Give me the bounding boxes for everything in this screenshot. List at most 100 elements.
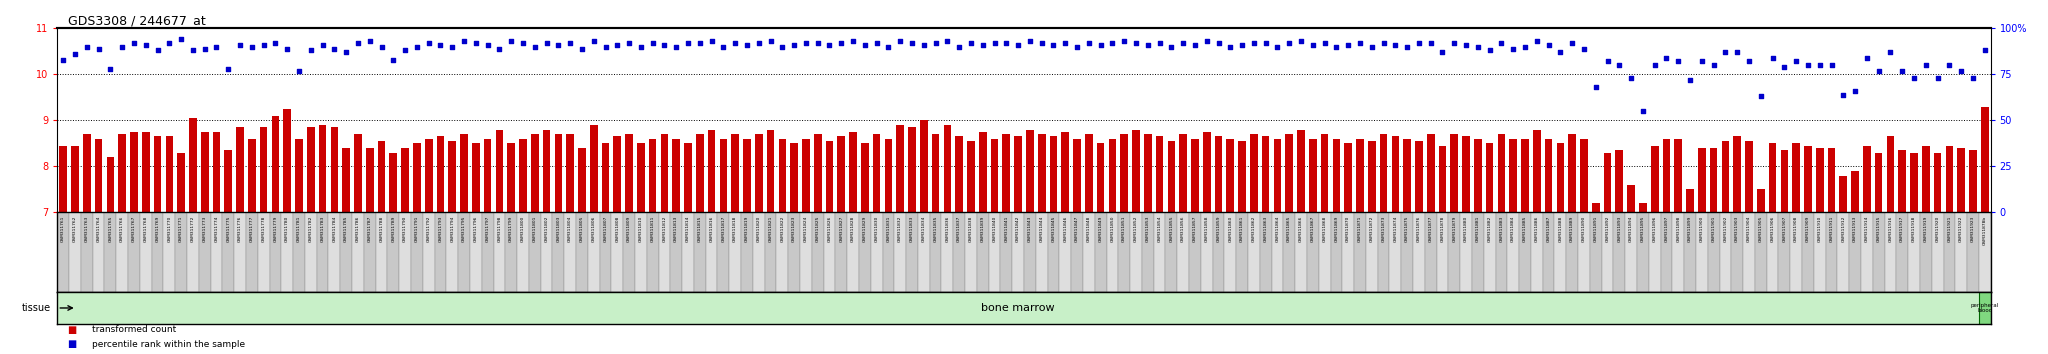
Bar — [1024, 212, 1036, 292]
Bar — [811, 212, 823, 292]
Bar — [1534, 130, 1540, 212]
Text: GSM311773: GSM311773 — [203, 216, 207, 242]
Text: GSM311765: GSM311765 — [109, 216, 113, 242]
Point — [895, 40, 928, 46]
Point — [1343, 40, 1376, 46]
Bar — [743, 139, 752, 212]
Point — [129, 42, 162, 48]
Bar — [1520, 212, 1532, 292]
Point — [1520, 38, 1552, 44]
Point — [1202, 40, 1235, 46]
Bar — [907, 127, 915, 212]
Text: GSM311884: GSM311884 — [1511, 216, 1516, 242]
Bar — [1436, 212, 1448, 292]
Text: GSM311903: GSM311903 — [1735, 216, 1739, 242]
Text: GSM311902: GSM311902 — [1724, 216, 1726, 242]
Point — [1862, 68, 1894, 74]
Bar — [1389, 212, 1401, 292]
Text: GSM311831: GSM311831 — [887, 216, 891, 242]
Text: GSM311857: GSM311857 — [1192, 216, 1196, 242]
Text: GSM311864: GSM311864 — [1276, 216, 1280, 242]
Point — [330, 50, 362, 55]
Bar — [1544, 139, 1552, 212]
Point — [989, 40, 1022, 46]
Bar — [578, 148, 586, 212]
Bar — [412, 212, 422, 292]
Point — [1178, 42, 1210, 48]
Bar — [281, 212, 293, 292]
Text: GSM311852: GSM311852 — [1135, 216, 1139, 242]
Point — [1898, 75, 1931, 81]
Point — [741, 40, 774, 46]
Point — [1155, 44, 1188, 50]
Bar — [1450, 134, 1458, 212]
Text: GSM311790: GSM311790 — [403, 216, 408, 242]
Text: GSM311846: GSM311846 — [1063, 216, 1067, 242]
Bar — [1591, 203, 1599, 212]
Text: GSM311860: GSM311860 — [1229, 216, 1233, 242]
Text: GSM311834: GSM311834 — [922, 216, 926, 242]
Bar — [211, 212, 223, 292]
Text: GSM311782: GSM311782 — [309, 216, 313, 242]
Bar — [1802, 212, 1815, 292]
Bar — [352, 212, 365, 292]
Point — [1886, 68, 1919, 74]
Bar — [1143, 212, 1153, 292]
Bar — [375, 212, 387, 292]
Point — [1450, 42, 1483, 48]
Point — [295, 47, 328, 53]
Point — [518, 44, 551, 50]
Text: GSM311841: GSM311841 — [1004, 216, 1008, 242]
Bar — [1733, 137, 1741, 212]
Bar — [1554, 212, 1567, 292]
Point — [1757, 55, 1790, 61]
Text: GSM311896: GSM311896 — [1653, 216, 1657, 242]
Text: GSM311788: GSM311788 — [379, 216, 383, 242]
Point — [1462, 44, 1495, 50]
Bar — [1862, 212, 1872, 292]
Bar — [731, 134, 739, 212]
Point — [1614, 75, 1647, 81]
Text: GSM311774: GSM311774 — [215, 216, 219, 242]
Point — [1579, 84, 1612, 90]
Point — [1014, 38, 1047, 44]
Point — [1532, 42, 1565, 48]
Bar — [1130, 212, 1143, 292]
Bar — [1921, 146, 1929, 212]
Bar — [788, 212, 801, 292]
Text: GSM311876: GSM311876 — [1417, 216, 1421, 242]
Point — [543, 42, 575, 48]
Text: GSM311783: GSM311783 — [322, 216, 324, 242]
Bar — [1180, 134, 1188, 212]
Bar — [305, 212, 317, 292]
Bar — [1155, 137, 1163, 212]
Text: GSM311779: GSM311779 — [274, 216, 276, 242]
Bar — [944, 125, 950, 212]
Point — [1167, 40, 1200, 46]
Bar — [1413, 212, 1425, 292]
Bar — [1120, 134, 1128, 212]
Point — [1274, 40, 1307, 46]
Point — [967, 42, 999, 48]
Text: GSM311764: GSM311764 — [96, 216, 100, 242]
Bar — [401, 148, 410, 212]
Point — [377, 57, 410, 62]
Bar — [977, 212, 989, 292]
Bar — [317, 212, 328, 292]
Bar — [295, 139, 303, 212]
Text: GSM311909: GSM311909 — [1806, 216, 1810, 242]
Bar — [223, 212, 233, 292]
Bar — [1958, 148, 1964, 212]
Text: GSM311826: GSM311826 — [827, 216, 831, 242]
Bar — [1911, 153, 1917, 212]
Text: GSM311887: GSM311887 — [1546, 216, 1550, 242]
Bar — [1475, 139, 1481, 212]
Bar — [1722, 141, 1729, 212]
Bar — [1638, 203, 1647, 212]
Point — [176, 47, 209, 53]
Bar — [1307, 212, 1319, 292]
Bar — [1745, 141, 1753, 212]
Point — [223, 42, 256, 48]
Bar — [272, 116, 279, 212]
Bar — [1001, 134, 1010, 212]
